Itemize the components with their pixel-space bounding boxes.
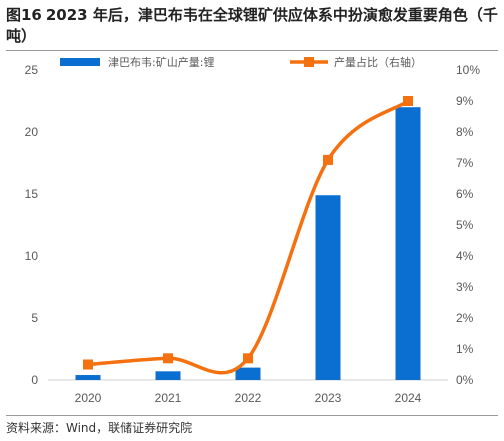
- line-marker: [323, 154, 333, 165]
- right-tick-label: 9%: [456, 94, 474, 108]
- right-tick-label: 10%: [456, 63, 480, 77]
- right-tick-label: 0%: [456, 373, 474, 387]
- line-path: [87, 99, 410, 375]
- title-text: 2023 年后，津巴布韦在全球锂矿供应体系中扮演愈发重要角色（千吨）: [6, 6, 498, 45]
- source-note: 资料来源：Wind，联储证券研究院: [6, 421, 193, 435]
- x-tick-label: 2020: [75, 391, 102, 405]
- left-tick-label: 15: [25, 187, 39, 201]
- chart-title: 图16 2023 年后，津巴布韦在全球锂矿供应体系中扮演愈发重要角色（千吨）: [6, 5, 500, 47]
- x-tick-label: 2021: [155, 391, 182, 405]
- line-marker: [163, 353, 173, 364]
- legend-bar-label: 津巴布韦:矿山产量:锂: [108, 55, 214, 69]
- bar: [75, 375, 101, 380]
- bar: [235, 367, 261, 380]
- bar: [395, 107, 421, 380]
- left-tick-label: 5: [31, 311, 38, 325]
- bar: [315, 195, 341, 380]
- x-axis: 2020 2021 2022 2023 2024: [48, 379, 448, 405]
- right-tick-label: 2%: [456, 311, 474, 325]
- left-axis: 0 5 10 15 20 25: [25, 63, 39, 387]
- line-marker: [243, 353, 253, 364]
- legend-bar-swatch: [60, 58, 100, 66]
- bottom-divider: [6, 415, 498, 416]
- legend-line-label: 产量占比（右轴）: [334, 55, 422, 69]
- right-tick-label: 1%: [456, 342, 474, 356]
- left-tick-label: 10: [25, 249, 39, 263]
- top-divider: [6, 50, 498, 51]
- legend: 津巴布韦:矿山产量:锂 产量占比（右轴）: [60, 55, 422, 69]
- line-series: [83, 96, 413, 375]
- line-marker: [83, 359, 93, 370]
- right-tick-label: 5%: [456, 218, 474, 232]
- x-tick-label: 2023: [315, 391, 342, 405]
- right-tick-label: 6%: [456, 187, 474, 201]
- left-tick-label: 0: [31, 373, 38, 387]
- left-tick-label: 25: [25, 63, 39, 77]
- bar-series: [75, 107, 421, 380]
- right-tick-label: 7%: [456, 156, 474, 170]
- figure-number: 图16: [6, 6, 42, 24]
- legend-line-marker: [304, 57, 314, 67]
- bar: [155, 371, 181, 380]
- line-marker: [403, 96, 413, 106]
- right-tick-label: 3%: [456, 280, 474, 294]
- x-tick-label: 2024: [395, 391, 422, 405]
- right-axis: 0% 1% 2% 3% 4% 5% 6% 7% 8% 9% 10%: [456, 63, 480, 387]
- x-tick-label: 2022: [235, 391, 262, 405]
- right-tick-label: 8%: [456, 125, 474, 139]
- left-tick-label: 20: [25, 125, 39, 139]
- right-tick-label: 4%: [456, 249, 474, 263]
